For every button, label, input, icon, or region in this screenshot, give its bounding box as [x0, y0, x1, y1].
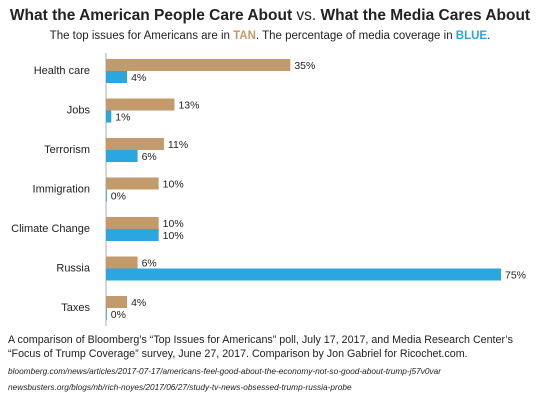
subtitle-pre: The top issues for Americans are in [49, 30, 234, 42]
americans-bar-jobs [106, 98, 175, 111]
americans-bar-terrorism [106, 138, 164, 150]
source-link-newsbusters[interactable]: newsbusters.org/blogs/nb/rich-noyes/2017… [8, 382, 352, 392]
category-label-russia: Russia [56, 263, 91, 275]
americans-bar-taxes [106, 296, 128, 308]
americans-bar-climate-change [106, 217, 159, 229]
subtitle-mid: . The percentage of media coverage in [255, 30, 456, 42]
americans-value-jobs: 13% [178, 100, 199, 112]
source-link-bloomberg[interactable]: bloomberg.com/news/articles/2017-07-17/a… [8, 366, 442, 376]
chart-title: What the American People Care About vs. … [0, 7, 540, 25]
category-label-terrorism: Terrorism [44, 144, 90, 156]
americans-bar-russia [106, 256, 138, 269]
title-part-people: What the American People Care About [9, 7, 293, 24]
media-bar-terrorism [106, 150, 138, 162]
americans-value-immigration: 10% [163, 179, 184, 191]
media-value-taxes: 0% [111, 309, 126, 321]
category-label-health-care: Health care [34, 65, 90, 77]
media-value-terrorism: 6% [142, 151, 157, 163]
americans-value-terrorism: 11% [168, 139, 188, 151]
bar-chart: Health care 35% 4% Jobs 13% 1% Terrorism 11% 6% I… [11, 53, 526, 326]
comparison-note: A comparison of Bloomberg’s “Top Issues … [8, 334, 513, 360]
subtitle-post: . [487, 30, 491, 42]
media-value-health-care: 4% [131, 72, 146, 84]
bar-group: Health care 35% 4% Jobs 13% 1% Terrorism 11% 6% I… [11, 53, 526, 326]
media-bar-health-care [106, 71, 128, 83]
category-label-climate-change: Climate Change [11, 223, 90, 235]
subtitle-tan: TAN [233, 30, 256, 42]
americans-value-taxes: 4% [131, 297, 146, 309]
media-bar-taxes [106, 308, 107, 320]
media-value-climate-change: 10% [163, 230, 184, 242]
chart-subtitle: The top issues for Americans are in TAN.… [0, 30, 540, 42]
title-vs: vs. [292, 7, 321, 24]
subtitle-blue: BLUE [455, 30, 488, 42]
americans-value-climate-change: 10% [163, 218, 184, 230]
category-label-jobs: Jobs [67, 105, 91, 117]
americans-bar-health-care [106, 59, 291, 71]
media-value-jobs: 1% [115, 112, 130, 124]
category-label-taxes: Taxes [61, 302, 90, 314]
media-bar-immigration [106, 189, 107, 202]
media-value-russia: 75% [505, 270, 526, 282]
media-bar-jobs [106, 110, 112, 123]
media-bar-climate-change [106, 229, 159, 241]
americans-bar-immigration [106, 177, 159, 190]
americans-value-russia: 6% [142, 258, 157, 270]
media-bar-russia [106, 268, 501, 281]
media-value-immigration: 0% [111, 191, 126, 203]
title-part-media: What the Media Cares About [320, 7, 531, 24]
americans-value-health-care: 35% [294, 60, 315, 72]
category-label-immigration: Immigration [33, 184, 90, 196]
